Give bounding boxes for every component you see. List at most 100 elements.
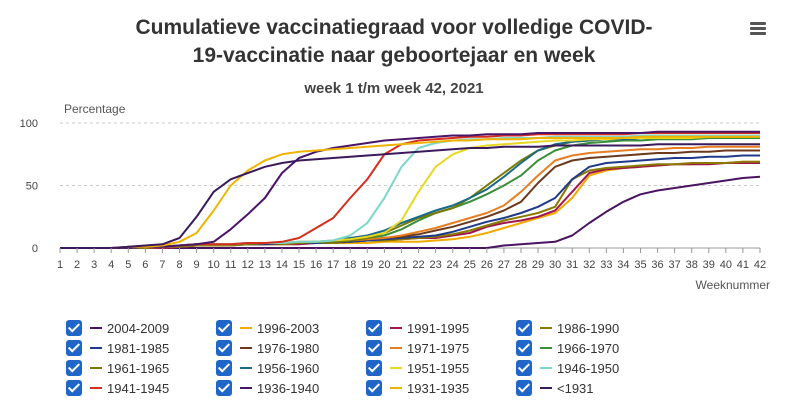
x-tick-label: 19 [361,259,373,271]
legend-swatch [240,367,252,369]
checkbox-checked-icon[interactable] [366,380,382,396]
legend-item[interactable]: 1961-1965 [66,358,169,378]
legend-label: 1976-1980 [257,340,320,356]
x-tick-label: 3 [91,259,97,271]
x-tick-label: 5 [125,259,131,271]
checkbox-checked-icon[interactable] [366,320,382,336]
legend-label: 1941-1945 [107,380,170,396]
legend-swatch [540,347,552,349]
legend-swatch [240,327,252,329]
series-line-1986-1990[interactable] [60,160,760,249]
x-tick-label: 12 [242,259,254,271]
checkbox-checked-icon[interactable] [516,320,532,336]
legend-item[interactable]: 1986-1990 [516,318,619,338]
legend-item[interactable]: 1976-1980 [216,338,319,358]
y-tick-label: 50 [26,181,38,193]
x-tick-label: 7 [159,259,165,271]
legend-swatch [90,387,102,389]
x-tick-label: 42 [754,259,766,271]
legend-swatch [90,327,102,329]
hamburger-menu-icon[interactable] [750,22,766,36]
series-line-1931[interactable] [60,143,760,249]
checkbox-checked-icon[interactable] [516,340,532,356]
checkbox-checked-icon[interactable] [366,360,382,376]
x-tick-label: 26 [481,259,493,271]
x-tick-label: 18 [344,259,356,271]
checkbox-checked-icon[interactable] [216,380,232,396]
x-tick-label: 4 [108,259,114,271]
x-tick-label: 27 [498,259,510,271]
x-tick-label: 35 [634,259,646,271]
x-tick-label: 23 [429,259,441,271]
x-tick-label: 21 [395,259,407,271]
legend-label: 1936-1940 [257,380,320,396]
checkbox-checked-icon[interactable] [516,380,532,396]
series-line-1931-1935[interactable] [60,135,760,249]
x-tick-label: 10 [208,259,220,271]
series-line-1936-1940[interactable] [60,130,760,249]
legend-item[interactable]: 1971-1975 [366,338,469,358]
x-tick-label: 9 [194,259,200,271]
legend-item[interactable]: 1996-2003 [216,318,319,338]
x-tick-label: 20 [378,259,390,271]
legend-item[interactable]: 1936-1940 [216,378,319,398]
x-tick-label: 1 [57,259,63,271]
x-tick-label: 38 [686,259,698,271]
legend-label: 2004-2009 [107,320,170,336]
x-tick-label: 39 [703,259,715,271]
x-tick-label: 31 [566,259,578,271]
legend-label: 1966-1970 [557,340,620,356]
checkbox-checked-icon[interactable] [66,360,82,376]
y-tick-label: 100 [20,118,38,130]
x-tick-label: 2 [74,259,80,271]
legend-swatch [390,367,402,369]
legend-swatch [390,387,402,389]
legend-label: 1946-1950 [557,360,620,376]
checkbox-checked-icon[interactable] [366,340,382,356]
checkbox-checked-icon[interactable] [216,320,232,336]
legend-swatch [540,367,552,369]
legend-item[interactable]: 1991-1995 [366,318,469,338]
legend-swatch [540,387,552,389]
legend-label: 1971-1975 [407,340,470,356]
legend-label: <1931 [557,380,594,396]
x-tick-label: 16 [310,259,322,271]
x-tick-label: 36 [651,259,663,271]
legend-item[interactable]: 1931-1935 [366,378,469,398]
checkbox-checked-icon[interactable] [216,340,232,356]
legend-swatch [240,387,252,389]
checkbox-checked-icon[interactable] [216,360,232,376]
x-tick-label: 33 [600,259,612,271]
legend-item[interactable]: 2004-2009 [66,318,169,338]
legend-swatch [240,347,252,349]
legend-label: 1956-1960 [257,360,320,376]
legend-item[interactable]: 1951-1955 [366,358,469,378]
series-line-1971-1975[interactable] [60,145,760,249]
legend-swatch [90,367,102,369]
legend-swatch [390,347,402,349]
x-tick-label: 22 [412,259,424,271]
x-tick-label: 14 [276,259,288,271]
checkbox-checked-icon[interactable] [66,380,82,396]
x-tick-label: 17 [327,259,339,271]
x-tick-label: 29 [532,259,544,271]
legend-item[interactable]: 1981-1985 [66,338,169,358]
legend-item[interactable]: 1946-1950 [516,358,619,378]
x-tick-label: 24 [447,259,459,271]
legend-swatch [540,327,552,329]
legend-swatch [390,327,402,329]
legend-item[interactable]: 1966-1970 [516,338,619,358]
checkbox-checked-icon[interactable] [66,340,82,356]
legend-label: 1931-1935 [407,380,470,396]
legend-item[interactable]: <1931 [516,378,594,398]
checkbox-checked-icon[interactable] [516,360,532,376]
checkbox-checked-icon[interactable] [66,320,82,336]
x-tick-label: 30 [549,259,561,271]
legend-item[interactable]: 1956-1960 [216,358,319,378]
x-tick-label: 41 [737,259,749,271]
x-tick-label: 15 [293,259,305,271]
legend-item[interactable]: 1941-1945 [66,378,169,398]
y-tick-label: 0 [32,243,38,255]
series-line-1966-1970[interactable] [60,137,760,249]
